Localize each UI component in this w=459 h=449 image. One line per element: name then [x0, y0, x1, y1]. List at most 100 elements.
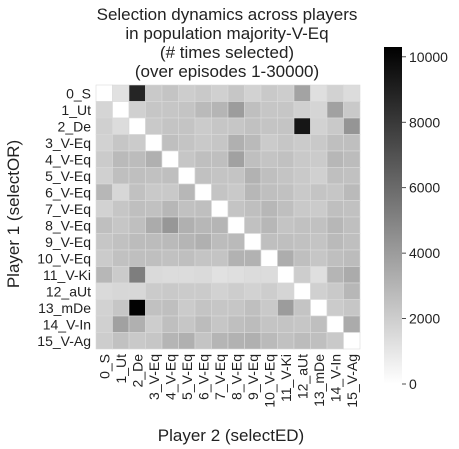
heatmap-cell: [343, 200, 361, 218]
heatmap-cell: [260, 216, 278, 234]
heatmap-cell: [95, 315, 113, 333]
heatmap-cell: [260, 167, 278, 185]
heatmap-cell: [161, 249, 179, 267]
column-tick-label: 10_V-Eq: [261, 354, 277, 408]
heatmap-cell: [310, 315, 328, 333]
heatmap-cell: [277, 200, 295, 218]
heatmap-cell: [244, 216, 262, 234]
heatmap-cell: [326, 200, 344, 218]
heatmap-cell: [178, 233, 196, 251]
heatmap-cell: [145, 84, 163, 102]
heatmap-cell: [227, 117, 245, 135]
heatmap-cell: [211, 183, 229, 201]
heatmap-cell: [178, 167, 196, 185]
heatmap-cell: [112, 233, 130, 251]
row-tick-labels: 0_S1_Ut2_De3_V-Eq4_V-Eq5_V-Eq6_V-Eq7_V-E…: [37, 85, 91, 349]
heatmap-cell: [293, 266, 311, 284]
heatmap-cell: [343, 117, 361, 135]
heatmap-cell: [211, 101, 229, 119]
heatmap-cell: [112, 200, 130, 218]
heatmap-cell: [161, 266, 179, 284]
row-tick-label: 11_V-Ki: [43, 267, 91, 283]
row-tick-label: 13_mDe: [38, 300, 91, 316]
heatmap-cell: [260, 150, 278, 168]
heatmap-cell: [194, 134, 212, 152]
heatmap-cell: [178, 315, 196, 333]
heatmap-cell: [194, 84, 212, 102]
heatmap-cell: [112, 266, 130, 284]
heatmap-cell: [260, 84, 278, 102]
row-tick-label: 1_Ut: [61, 102, 91, 118]
heatmap-cell: [178, 266, 196, 284]
heatmap-cell: [128, 150, 146, 168]
heatmap-cell: [128, 117, 146, 135]
heatmap-cell: [112, 150, 130, 168]
column-tick-label: 15_V-Ag: [344, 354, 360, 408]
heatmap-cell: [326, 249, 344, 267]
heatmap-cell: [343, 84, 361, 102]
heatmap-cell: [244, 315, 262, 333]
heatmap-cell: [194, 332, 212, 350]
heatmap-cell: [128, 266, 146, 284]
heatmap-cell: [211, 167, 229, 185]
heatmap-cell: [178, 200, 196, 218]
heatmap-cell: [310, 117, 328, 135]
heatmap-cell: [326, 117, 344, 135]
heatmap-cell: [293, 117, 311, 135]
heatmap-cell: [260, 249, 278, 267]
heatmap-cell: [310, 167, 328, 185]
heatmap-cell: [128, 299, 146, 317]
heatmap-cell: [145, 299, 163, 317]
heatmap-cell: [145, 150, 163, 168]
heatmap-cell: [277, 134, 295, 152]
heatmap-cell: [128, 216, 146, 234]
heatmap-cell: [227, 266, 245, 284]
heatmap-cell: [244, 200, 262, 218]
heatmap-cell: [194, 233, 212, 251]
heatmap-cell: [310, 84, 328, 102]
heatmap-cell: [211, 332, 229, 350]
heatmap-cell: [211, 150, 229, 168]
heatmap-cell: [178, 101, 196, 119]
heatmap-cell: [244, 167, 262, 185]
heatmap-cell: [277, 282, 295, 300]
heatmap-cell: [343, 216, 361, 234]
heatmap-cell: [244, 150, 262, 168]
column-tick-label: 7_V-Eq: [212, 354, 228, 400]
heatmap-cell: [244, 332, 262, 350]
heatmap-cell: [95, 117, 113, 135]
heatmap-cell: [310, 299, 328, 317]
heatmap-cell: [277, 84, 295, 102]
heatmap-cell: [244, 84, 262, 102]
heatmap-cell: [326, 134, 344, 152]
heatmap-cell: [194, 117, 212, 135]
heatmap-cell: [145, 233, 163, 251]
heatmap-cell: [293, 315, 311, 333]
heatmap-cell: [161, 117, 179, 135]
heatmap-cell: [277, 266, 295, 284]
heatmap-cell: [194, 266, 212, 284]
heatmap-cell: [112, 183, 130, 201]
column-tick-label: 3_V-Eq: [146, 354, 162, 400]
heatmap-cell: [227, 101, 245, 119]
heatmap-cell: [227, 167, 245, 185]
heatmap-cell: [244, 282, 262, 300]
heatmap-cell: [128, 84, 146, 102]
heatmap-cell: [161, 101, 179, 119]
heatmap-cell: [244, 266, 262, 284]
heatmap-cell: [277, 332, 295, 350]
column-tick-label: 4_V-Eq: [162, 354, 178, 400]
heatmap-cell: [326, 233, 344, 251]
heatmap-cell: [95, 332, 113, 350]
heatmap-cell: [310, 200, 328, 218]
heatmap-cell: [227, 332, 245, 350]
heatmap-cell: [326, 150, 344, 168]
heatmap-cell: [244, 117, 262, 135]
heatmap-cell: [293, 233, 311, 251]
heatmap-cell: [343, 266, 361, 284]
column-tick-label: 9_V-Eq: [245, 354, 261, 400]
heatmap-cell: [211, 249, 229, 267]
row-tick-label: 9_V-Eq: [45, 234, 91, 250]
heatmap-cell: [112, 332, 130, 350]
